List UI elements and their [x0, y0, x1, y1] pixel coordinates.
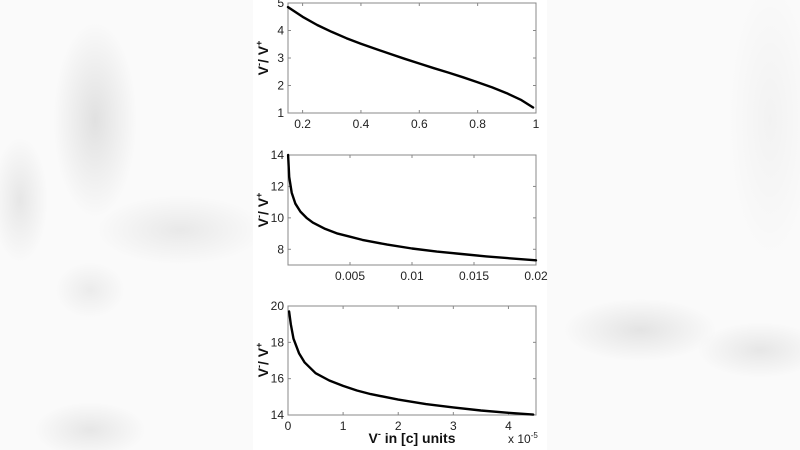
x-multiplier: x 10-5	[508, 431, 538, 446]
y-tick-label: 12	[271, 179, 285, 193]
x-tick-label: 0	[285, 419, 292, 433]
xlabel-bottom: V- in [c] units	[368, 429, 455, 446]
data-curve	[286, 5, 535, 109]
subplot-bottom: 0 1 2 3 4 14 16 18 20	[271, 299, 537, 433]
data-curve	[286, 153, 538, 262]
y-tick-label: 1	[277, 106, 284, 120]
y-tick-label: 20	[271, 299, 285, 313]
y-tick-label: 5	[277, 0, 284, 10]
ylabel-bottom: V-/ V+	[254, 343, 271, 378]
ylabel-top: V-/ V+	[254, 41, 271, 76]
y-tick-label: 14	[271, 148, 285, 162]
y-tick-label: 4	[277, 24, 284, 38]
x-tick-label: 0.02	[524, 269, 548, 283]
x-tick-label: 0.015	[459, 269, 489, 283]
y-tick-label: 8	[277, 242, 284, 256]
y-tick-label: 3	[277, 51, 284, 65]
y-tick-label: 14	[271, 408, 285, 422]
x-tick-label: 0.005	[335, 269, 365, 283]
x-tick-label: 1	[340, 419, 347, 433]
x-tick-label: 4	[505, 419, 512, 433]
data-curve	[287, 310, 535, 416]
x-tick-label: 3	[450, 419, 457, 433]
x-tick-label: 0.6	[411, 117, 428, 131]
plot-frame	[287, 2, 537, 114]
y-tick-label: 16	[271, 372, 285, 386]
y-tick-label: 18	[271, 335, 285, 349]
y-tick-label: 10	[271, 211, 285, 225]
x-tick-label: 0.01	[400, 269, 424, 283]
plot-frame	[287, 305, 537, 416]
subplot-top: 0.2 0.4 0.6 0.8 1 1 2 3 4 5	[277, 0, 539, 131]
x-tick-label: 0.2	[294, 117, 311, 131]
x-tick-label: 1	[533, 117, 540, 131]
x-tick-label: 2	[395, 419, 402, 433]
ylabel-middle: V-/ V+	[254, 193, 271, 228]
y-tick-label: 2	[277, 79, 284, 93]
x-tick-label: 0.4	[353, 117, 370, 131]
x-tick-label: 0.8	[469, 117, 486, 131]
plot-frame	[287, 154, 537, 266]
subplot-middle: 0.005 0.01 0.015 0.02 8 10 12 14	[271, 148, 548, 283]
